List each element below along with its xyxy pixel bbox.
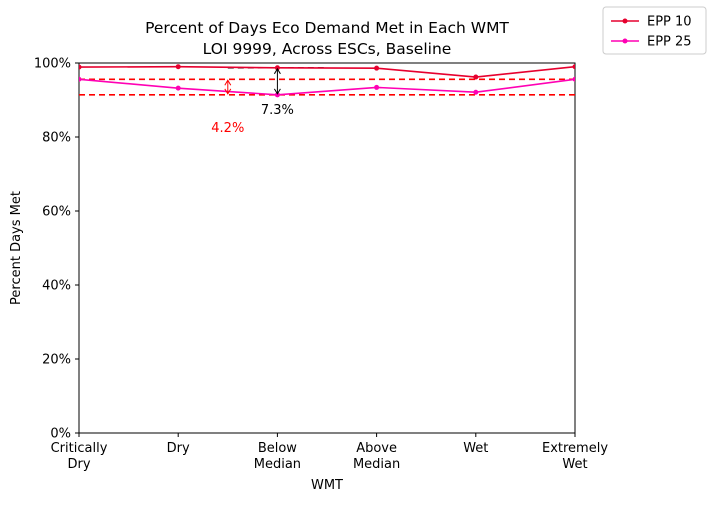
x-axis-label: WMT (311, 478, 343, 493)
legend-marker (622, 18, 628, 24)
x-tick-label: Critically Dry (51, 441, 108, 472)
data-point (374, 84, 380, 90)
series-line (79, 65, 575, 78)
series-line (79, 78, 575, 96)
plot-area: 0% 20% 40% 60% 80% 100% Critically Dry Dry Below M… (34, 57, 608, 473)
data-point (473, 74, 479, 80)
plot-frame (78, 62, 576, 434)
y-tick-label: 20% (42, 353, 71, 368)
data-point (374, 65, 380, 71)
difference-label-black: 7.3% (261, 103, 294, 118)
x-tick-label: Below Median (254, 441, 301, 472)
chart-title-line-1: Percent of Days Eco Demand Met in Each W… (145, 19, 509, 37)
x-tick-label: Above Median (353, 441, 400, 472)
x-tick-label: Dry (167, 441, 190, 456)
difference-arrow-red-head-bottom (224, 88, 232, 95)
y-tick-label: 0% (50, 427, 71, 442)
y-tick-label: 80% (42, 131, 71, 146)
data-point (175, 85, 181, 91)
legend-label: EPP 25 (647, 35, 692, 50)
x-tick-label: Extremely Wet (542, 441, 608, 472)
y-tick-label: 40% (42, 279, 71, 294)
difference-arrow-black-head-top (273, 67, 281, 75)
data-point (79, 76, 82, 82)
legend-label: EPP 10 (647, 15, 692, 30)
difference-arrow-black-head-bottom (273, 88, 281, 95)
data-point (175, 64, 181, 70)
legend-marker (622, 38, 628, 44)
clipped-layer (79, 64, 575, 98)
data-point (274, 65, 280, 71)
data-point (572, 76, 575, 82)
data-point (473, 89, 479, 95)
y-axis-label: Percent Days Met (9, 191, 24, 305)
legend-frame (602, 6, 707, 55)
data-point (79, 64, 82, 70)
difference-arrow-red-head-top (224, 79, 232, 86)
x-tick-label: Wet (463, 441, 488, 456)
difference-label-red: 4.2% (211, 121, 244, 136)
y-tick-label: 60% (42, 205, 71, 220)
chart-title-line-2: LOI 9999, Across ESCs, Baseline (203, 40, 452, 58)
data-point (274, 92, 280, 98)
legend: EPP 10 EPP 25 (602, 6, 707, 55)
data-point (572, 64, 575, 70)
y-tick-label: 100% (34, 57, 71, 72)
